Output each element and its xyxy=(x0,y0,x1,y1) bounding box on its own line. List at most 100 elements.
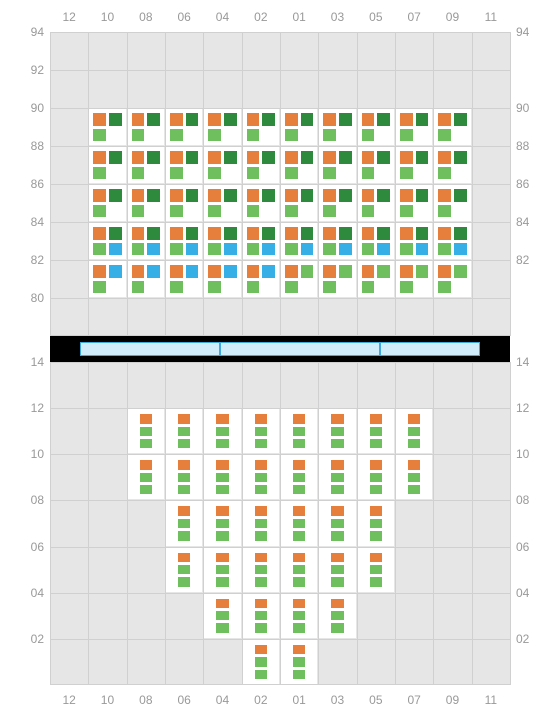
seat-cell[interactable] xyxy=(243,548,279,592)
seat-cell[interactable] xyxy=(358,223,394,259)
seat-cell[interactable] xyxy=(204,501,240,545)
seat-cell[interactable] xyxy=(128,109,164,145)
seat-cell[interactable] xyxy=(281,109,317,145)
seat-cell[interactable] xyxy=(396,455,432,499)
seat-cell[interactable] xyxy=(243,594,279,638)
seat-cell[interactable] xyxy=(281,455,317,499)
seat-cell[interactable] xyxy=(128,455,164,499)
seat-cell[interactable] xyxy=(166,409,202,453)
seat-cell[interactable] xyxy=(166,223,202,259)
seat-cell[interactable] xyxy=(166,548,202,592)
seat-cell[interactable] xyxy=(434,109,470,145)
seat-cell[interactable] xyxy=(204,261,240,297)
seat-cell[interactable] xyxy=(89,185,125,221)
seat-cell[interactable] xyxy=(89,261,125,297)
seat-cell[interactable] xyxy=(281,261,317,297)
seat-cell[interactable] xyxy=(396,261,432,297)
seat-cell[interactable] xyxy=(204,455,240,499)
seat-cell[interactable] xyxy=(358,185,394,221)
seat-cell[interactable] xyxy=(243,223,279,259)
seat-cell[interactable] xyxy=(396,185,432,221)
seat-cell[interactable] xyxy=(281,640,317,684)
row-label: 90 xyxy=(516,101,540,115)
seat-cell[interactable] xyxy=(396,409,432,453)
seat-square xyxy=(140,414,152,423)
seat-cell[interactable] xyxy=(319,147,355,183)
seat-cell[interactable] xyxy=(166,147,202,183)
seat-cell[interactable] xyxy=(281,501,317,545)
seat-cell[interactable] xyxy=(358,261,394,297)
seat-cell[interactable] xyxy=(89,109,125,145)
seat-square xyxy=(132,113,145,126)
seat-cell[interactable] xyxy=(204,109,240,145)
seat-cell[interactable] xyxy=(281,548,317,592)
seat-square xyxy=(93,227,106,240)
row-label: 10 xyxy=(516,447,540,461)
seat-cell[interactable] xyxy=(434,261,470,297)
seat-cell[interactable] xyxy=(243,455,279,499)
seat-cell[interactable] xyxy=(358,501,394,545)
seat-cell[interactable] xyxy=(319,594,355,638)
seat-square xyxy=(362,167,375,180)
seat-cell[interactable] xyxy=(243,147,279,183)
seat-cell[interactable] xyxy=(204,594,240,638)
seat-cell[interactable] xyxy=(166,109,202,145)
seat-cell[interactable] xyxy=(281,409,317,453)
seat-cell[interactable] xyxy=(243,409,279,453)
seat-cell[interactable] xyxy=(204,223,240,259)
seat-cell[interactable] xyxy=(319,185,355,221)
seat-cell[interactable] xyxy=(128,223,164,259)
seat-cell[interactable] xyxy=(396,109,432,145)
seat-cell[interactable] xyxy=(319,548,355,592)
seat-cell[interactable] xyxy=(358,109,394,145)
seat-cell[interactable] xyxy=(281,594,317,638)
row-label: 94 xyxy=(516,25,540,39)
seat-cell[interactable] xyxy=(243,640,279,684)
row-label: 86 xyxy=(516,177,540,191)
seat-cell[interactable] xyxy=(243,501,279,545)
seat-cell[interactable] xyxy=(204,409,240,453)
seat-cell[interactable] xyxy=(166,261,202,297)
seat-cell[interactable] xyxy=(319,223,355,259)
seat-cell[interactable] xyxy=(166,501,202,545)
seat-cell[interactable] xyxy=(358,548,394,592)
seat-cell[interactable] xyxy=(358,409,394,453)
seat-cell[interactable] xyxy=(166,185,202,221)
seat-cell[interactable] xyxy=(243,261,279,297)
seat-square xyxy=(140,485,152,494)
seat-cell[interactable] xyxy=(89,223,125,259)
seat-cell[interactable] xyxy=(89,147,125,183)
seat-cell[interactable] xyxy=(128,409,164,453)
seat-cell[interactable] xyxy=(319,455,355,499)
seat-cell[interactable] xyxy=(166,455,202,499)
seat-cell[interactable] xyxy=(281,185,317,221)
seat-cell[interactable] xyxy=(281,223,317,259)
seat-cell[interactable] xyxy=(128,185,164,221)
seat-cell[interactable] xyxy=(396,223,432,259)
seat-square xyxy=(362,189,375,202)
seat-square xyxy=(109,227,122,240)
seat-cell[interactable] xyxy=(319,109,355,145)
seat-cell[interactable] xyxy=(358,455,394,499)
seat-cell[interactable] xyxy=(396,147,432,183)
seat-square xyxy=(323,189,336,202)
seat-cell[interactable] xyxy=(204,185,240,221)
seat-cell[interactable] xyxy=(204,147,240,183)
seat-cell[interactable] xyxy=(434,185,470,221)
seat-cell[interactable] xyxy=(243,109,279,145)
seat-cell[interactable] xyxy=(319,261,355,297)
seat-square xyxy=(285,167,298,180)
seat-cell[interactable] xyxy=(128,261,164,297)
seat-cell[interactable] xyxy=(204,548,240,592)
seat-cell[interactable] xyxy=(319,409,355,453)
seat-cell[interactable] xyxy=(358,147,394,183)
seat-cell[interactable] xyxy=(281,147,317,183)
seat-square xyxy=(178,519,190,528)
seat-square xyxy=(323,265,336,278)
seat-cell[interactable] xyxy=(243,185,279,221)
seat-cell[interactable] xyxy=(128,147,164,183)
seat-cell[interactable] xyxy=(319,501,355,545)
seat-cell[interactable] xyxy=(434,147,470,183)
seat-cell[interactable] xyxy=(434,223,470,259)
seat-square xyxy=(262,151,275,164)
